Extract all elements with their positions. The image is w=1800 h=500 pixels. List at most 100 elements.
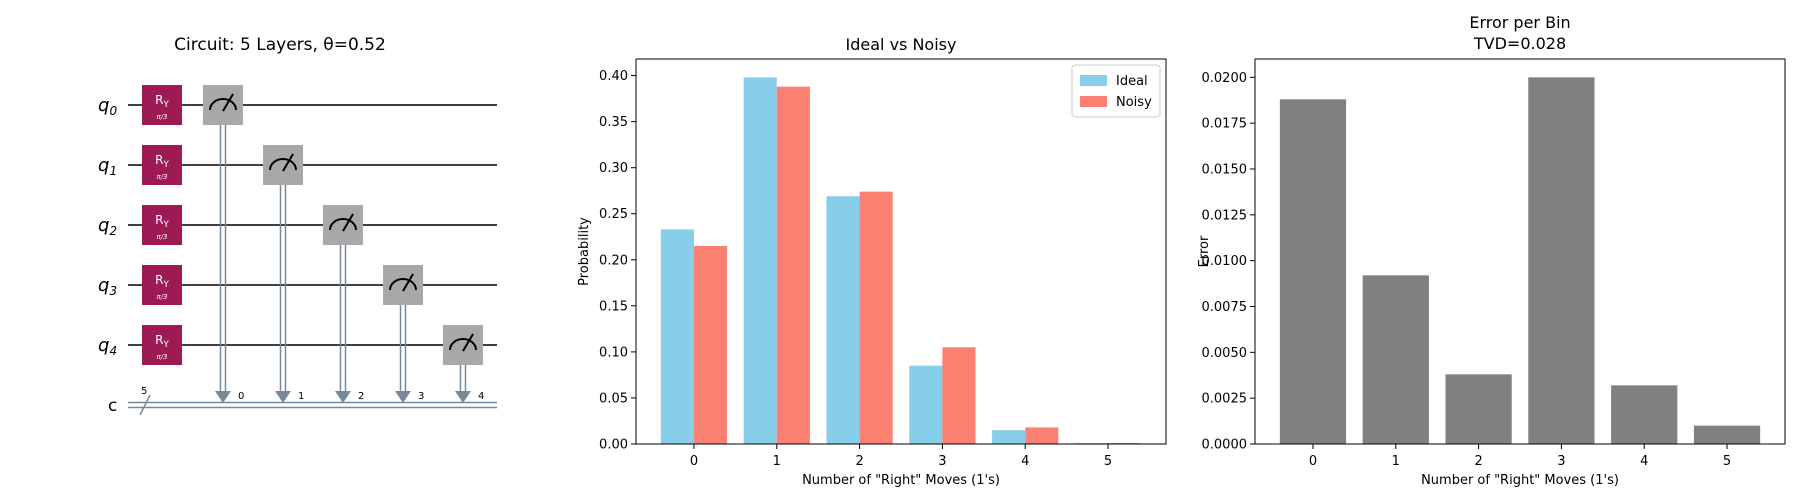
y-tick-label: 0.0200	[1202, 71, 1248, 86]
measure-box	[323, 205, 363, 245]
x-tick-label: 4	[1640, 454, 1648, 469]
ideal-vs-noisy-chart: Ideal vs Noisy 0.00 0.05 0.10 0.15 0.20 0.25 0.…	[577, 35, 1167, 488]
ry-gate	[142, 85, 182, 125]
legend-label: Ideal	[1116, 74, 1148, 89]
ry-gate-param: π/3	[156, 173, 167, 181]
x-tick-label: 1	[1392, 454, 1400, 469]
x-tick-label: 0	[1309, 454, 1317, 469]
ry-gate-param: π/3	[156, 353, 167, 361]
x-tick-label: 5	[1104, 454, 1112, 469]
bar-noisy	[859, 191, 893, 444]
measure-target-label: 4	[478, 391, 484, 402]
ry-gate	[142, 145, 182, 185]
x-tick-label: 3	[938, 454, 946, 469]
y-axis-label: Error	[1197, 235, 1212, 267]
bar-noisy	[1025, 427, 1059, 444]
y-tick-label: 0.30	[599, 161, 628, 176]
plot-frame	[635, 58, 1167, 445]
qubit-label: q0	[98, 95, 117, 118]
bar-ideal	[992, 430, 1026, 444]
x-axis-label: Number of "Right" Moves (1's)	[1421, 473, 1619, 488]
ry-gate-param: π/3	[156, 113, 167, 121]
y-tick-label: 0.10	[599, 345, 628, 360]
ry-gate	[142, 205, 182, 245]
y-axis-label: Probability	[577, 217, 592, 286]
ry-gate-label: RY	[155, 273, 169, 290]
x-tick-label: 1	[773, 454, 781, 469]
register-width: 5	[141, 386, 147, 397]
ry-gate-param: π/3	[156, 293, 167, 301]
measure-arrow	[455, 391, 471, 403]
y-tick-label: 0.05	[599, 391, 628, 406]
measure-box	[383, 265, 423, 305]
x-tick-label: 0	[690, 454, 698, 469]
y-tick-label: 0.35	[599, 115, 628, 130]
bar-noisy	[776, 86, 810, 444]
y-tick-label: 0.0050	[1202, 346, 1248, 361]
measure-arrow	[395, 391, 411, 403]
meter-needle-icon	[342, 213, 354, 232]
chart-subtitle: TVD=0.028	[1473, 34, 1566, 53]
measure-box	[443, 325, 483, 365]
y-tick-label: 0.20	[599, 253, 628, 268]
meter-needle-icon	[462, 333, 474, 352]
bar	[1279, 99, 1347, 444]
bar	[1611, 385, 1678, 444]
y-tick-label: 0.0075	[1202, 300, 1248, 315]
ry-gate	[142, 265, 182, 305]
measure-target-label: 3	[418, 391, 424, 402]
x-tick-label: 3	[1557, 454, 1565, 469]
measure-target-label: 2	[358, 391, 364, 402]
legend-swatch	[1080, 96, 1107, 107]
legend-label: Noisy	[1116, 95, 1152, 110]
measure-arrow	[335, 391, 351, 403]
x-tick-label: 2	[1474, 454, 1482, 469]
qubit-label: q2	[98, 215, 117, 238]
measure-arrow	[275, 391, 291, 403]
bar	[1693, 425, 1761, 444]
measure-target-label: 0	[238, 391, 244, 402]
y-tick-label: 0.0150	[1202, 163, 1248, 178]
bar-ideal	[909, 365, 943, 444]
x-axis-label: Number of "Right" Moves (1's)	[802, 473, 1000, 488]
ry-gate-label: RY	[155, 333, 169, 350]
y-tick-label: 0.0175	[1202, 117, 1248, 132]
meter-arc-icon	[269, 158, 297, 171]
chart-title: Ideal vs Noisy	[846, 35, 957, 54]
y-tick-label: 0.00	[599, 438, 628, 453]
measure-box	[203, 85, 243, 125]
bar-ideal	[826, 196, 860, 444]
qubit-label: q4	[98, 335, 117, 358]
ry-gate	[142, 325, 182, 365]
y-tick-label: 0.0100	[1202, 254, 1248, 269]
y-tick-label: 0.0000	[1202, 438, 1248, 453]
ry-gate-param: π/3	[156, 233, 167, 241]
measure-box	[263, 145, 303, 185]
ry-gate-label: RY	[155, 93, 169, 110]
x-tick-label: 4	[1021, 454, 1029, 469]
legend-swatch	[1080, 75, 1107, 86]
measure-target-label: 1	[298, 391, 304, 402]
bar	[1362, 275, 1429, 444]
measure-arrow	[215, 391, 231, 403]
meter-needle-icon	[282, 153, 294, 172]
y-tick-label: 0.15	[599, 299, 628, 314]
meter-arc-icon	[449, 338, 477, 351]
y-tick-label: 0.40	[599, 69, 628, 84]
circuit-title: Circuit: 5 Layers, θ=0.52	[174, 35, 386, 55]
x-tick-label: 5	[1723, 454, 1731, 469]
qubit-label: q1	[98, 155, 117, 178]
circuit-diagram: Circuit: 5 Layers, θ=0.52 5 q0 q1 q2 q3 q4 c 0 1…	[98, 35, 497, 416]
y-tick-label: 0.0025	[1202, 392, 1248, 407]
ry-gate-label: RY	[155, 213, 169, 230]
x-tick-label: 2	[855, 454, 863, 469]
bar-noisy	[693, 245, 728, 444]
meter-needle-icon	[222, 93, 234, 112]
bar-ideal	[743, 77, 777, 444]
meter-needle-icon	[402, 273, 414, 292]
classical-register-label: c	[108, 396, 117, 416]
error-per-bin-chart: Error per Bin TVD=0.028 0.0000 0.0025 0.0050…	[1197, 13, 1786, 488]
bar	[1528, 77, 1595, 444]
register-slash	[139, 394, 151, 416]
